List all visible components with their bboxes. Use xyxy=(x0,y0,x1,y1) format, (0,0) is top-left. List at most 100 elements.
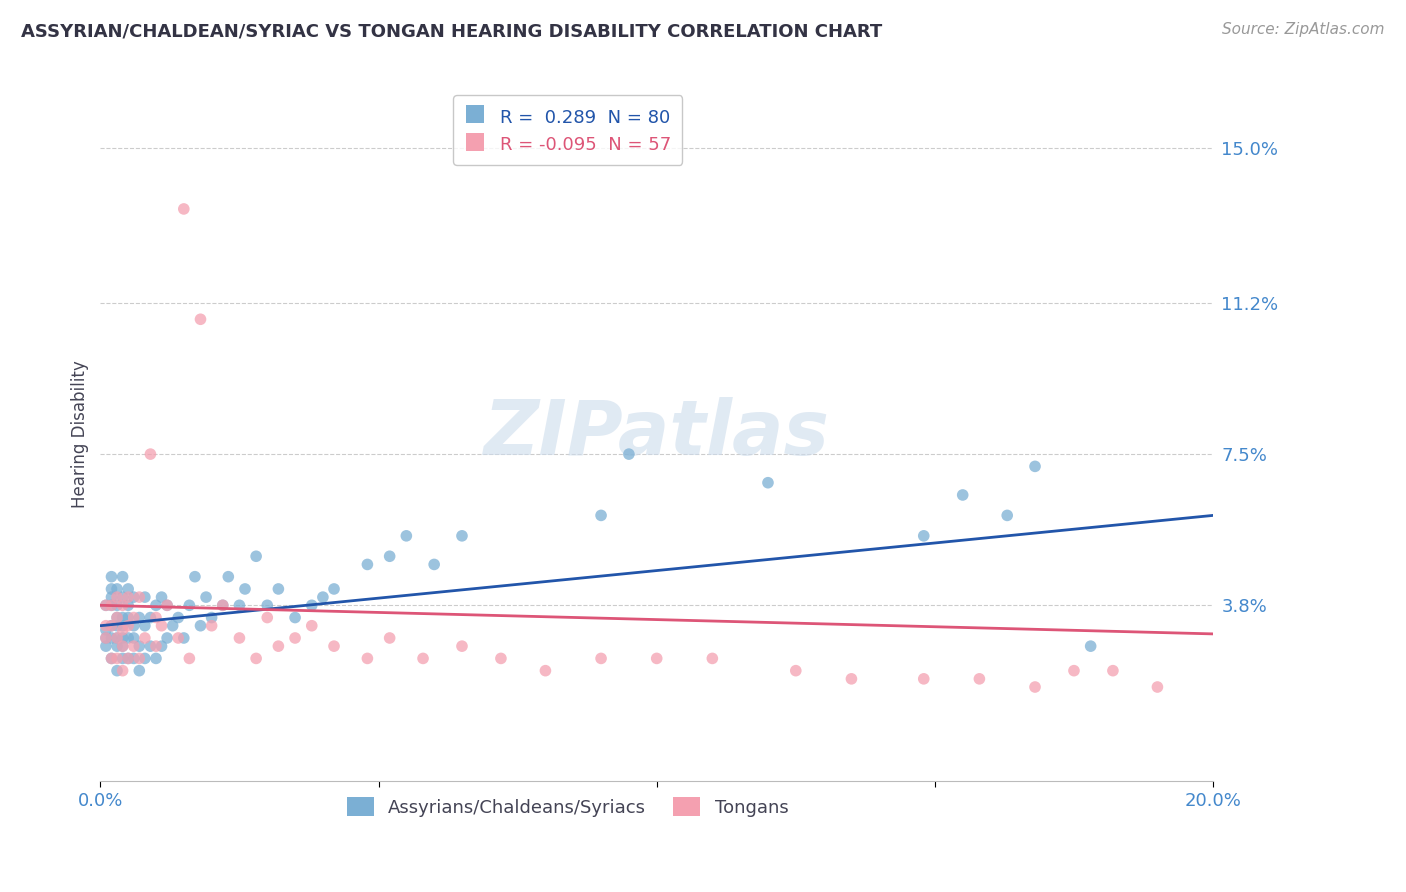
Point xyxy=(190,312,212,326)
Point xyxy=(128,610,150,624)
Point xyxy=(94,618,117,632)
Point xyxy=(100,651,122,665)
Point xyxy=(179,599,201,613)
Point xyxy=(105,599,128,613)
Point xyxy=(145,651,167,665)
Point xyxy=(301,618,323,632)
Y-axis label: Hearing Disability: Hearing Disability xyxy=(72,359,89,508)
Point xyxy=(111,664,134,678)
Point xyxy=(451,529,474,543)
Point xyxy=(111,618,134,632)
Point xyxy=(211,599,233,613)
Point xyxy=(912,529,935,543)
Point xyxy=(267,582,290,596)
Point xyxy=(912,672,935,686)
Point xyxy=(122,651,145,665)
Point xyxy=(111,570,134,584)
Point xyxy=(1063,664,1085,678)
Point xyxy=(105,664,128,678)
Point xyxy=(105,618,128,632)
Point xyxy=(591,508,613,523)
Point xyxy=(122,610,145,624)
Point xyxy=(117,651,139,665)
Point xyxy=(117,610,139,624)
Point xyxy=(111,599,134,613)
Point xyxy=(534,664,557,678)
Point xyxy=(105,590,128,604)
Point xyxy=(105,610,128,624)
Point xyxy=(323,639,346,653)
Point xyxy=(139,610,162,624)
Point xyxy=(952,488,974,502)
Point xyxy=(105,651,128,665)
Point xyxy=(267,639,290,653)
Point xyxy=(156,599,179,613)
Point xyxy=(645,651,668,665)
Point xyxy=(245,651,267,665)
Point xyxy=(617,447,640,461)
Point xyxy=(117,582,139,596)
Point xyxy=(217,570,239,584)
Point xyxy=(105,631,128,645)
Point xyxy=(312,590,335,604)
Point xyxy=(128,639,150,653)
Point xyxy=(233,582,256,596)
Point xyxy=(111,590,134,604)
Point xyxy=(378,631,401,645)
Point xyxy=(284,610,307,624)
Point xyxy=(190,618,212,632)
Point xyxy=(245,549,267,564)
Point xyxy=(356,558,378,572)
Point xyxy=(134,618,156,632)
Point xyxy=(702,651,724,665)
Point xyxy=(117,618,139,632)
Point xyxy=(256,610,278,624)
Point xyxy=(111,610,134,624)
Point xyxy=(395,529,418,543)
Point xyxy=(117,590,139,604)
Point xyxy=(423,558,446,572)
Point xyxy=(100,570,122,584)
Point xyxy=(228,599,250,613)
Point xyxy=(105,639,128,653)
Point xyxy=(195,590,218,604)
Point xyxy=(94,599,117,613)
Point xyxy=(122,590,145,604)
Point xyxy=(94,631,117,645)
Point xyxy=(111,631,134,645)
Point xyxy=(100,590,122,604)
Point xyxy=(100,631,122,645)
Point xyxy=(150,639,173,653)
Point xyxy=(167,631,190,645)
Text: Source: ZipAtlas.com: Source: ZipAtlas.com xyxy=(1222,22,1385,37)
Point xyxy=(179,651,201,665)
Point xyxy=(451,639,474,653)
Point xyxy=(1024,680,1046,694)
Point xyxy=(94,623,117,637)
Point xyxy=(128,590,150,604)
Point xyxy=(1146,680,1168,694)
Point xyxy=(756,475,779,490)
Point xyxy=(134,631,156,645)
Point xyxy=(94,599,117,613)
Point xyxy=(162,618,184,632)
Point xyxy=(1102,664,1125,678)
Point xyxy=(356,651,378,665)
Point xyxy=(301,599,323,613)
Point xyxy=(167,610,190,624)
Point xyxy=(139,639,162,653)
Point xyxy=(105,610,128,624)
Point xyxy=(284,631,307,645)
Point xyxy=(111,651,134,665)
Point xyxy=(145,610,167,624)
Point xyxy=(100,599,122,613)
Point xyxy=(1080,639,1102,653)
Point xyxy=(100,582,122,596)
Point xyxy=(173,202,195,216)
Point xyxy=(995,508,1018,523)
Point xyxy=(969,672,991,686)
Point xyxy=(111,623,134,637)
Point xyxy=(100,618,122,632)
Legend: Assyrians/Chaldeans/Syriacs, Tongans: Assyrians/Chaldeans/Syriacs, Tongans xyxy=(339,790,796,824)
Point xyxy=(591,651,613,665)
